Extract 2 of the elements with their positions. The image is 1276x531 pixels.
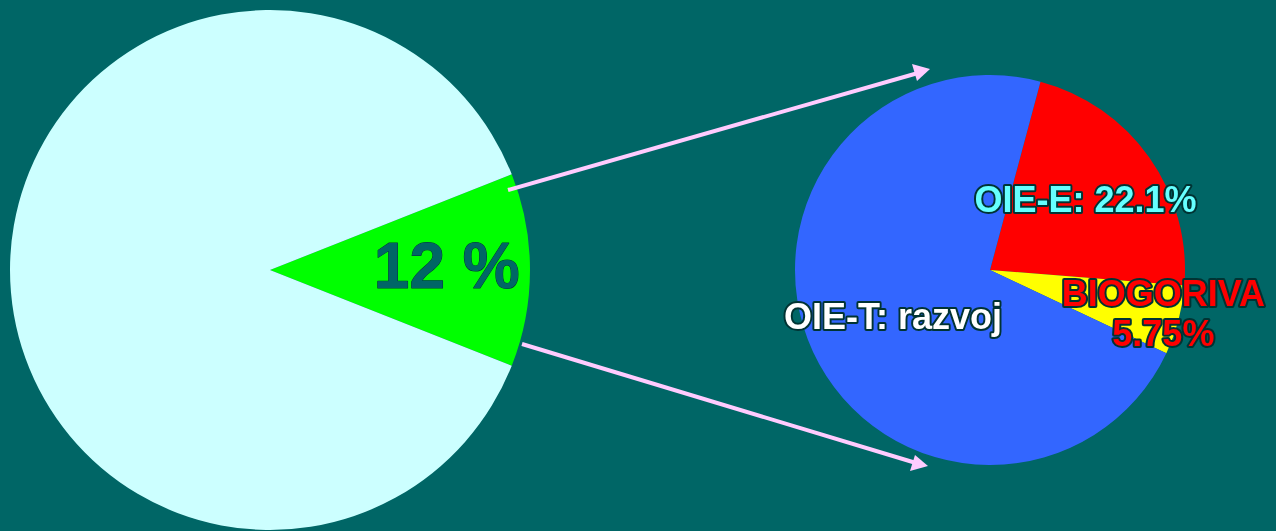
data-label: 12 % [373,229,520,302]
data-label: 5.75% [1112,312,1215,354]
